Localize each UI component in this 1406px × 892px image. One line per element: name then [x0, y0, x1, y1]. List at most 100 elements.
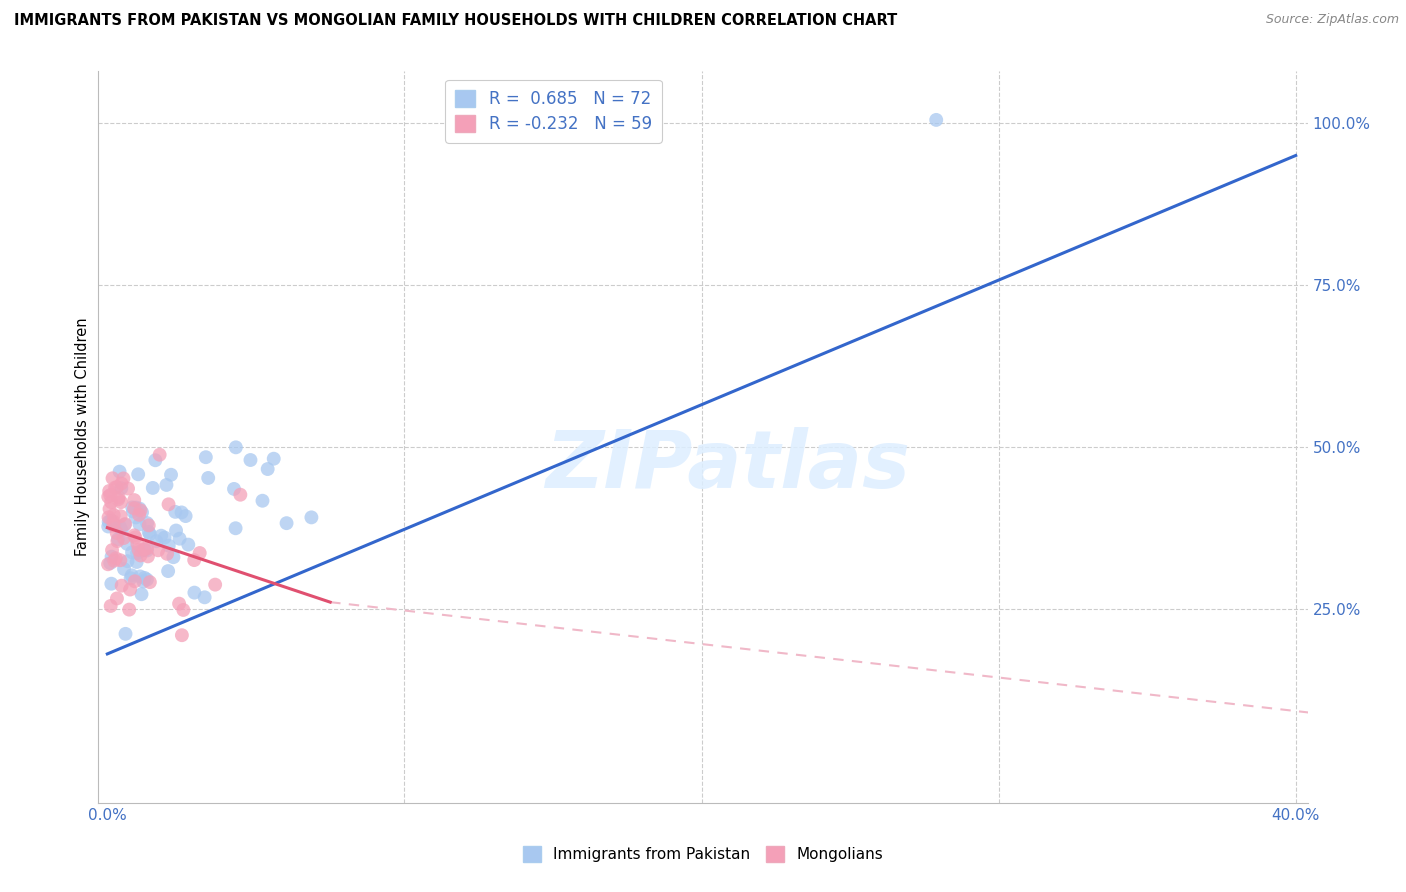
Point [225, 440, 247, 454]
Point [112, 562, 135, 576]
Point [122, 493, 145, 508]
Point [97, 490, 120, 504]
Point [107, 491, 129, 505]
Point [111, 524, 134, 538]
Point [100, 599, 122, 613]
Point [128, 508, 150, 522]
Point [110, 476, 132, 491]
Point [111, 579, 134, 593]
Point [157, 564, 180, 578]
Point [104, 481, 127, 495]
Point [98, 556, 121, 570]
Point [299, 510, 322, 524]
Point [110, 553, 132, 567]
Point [121, 545, 143, 559]
Point [100, 513, 122, 527]
Point [263, 451, 285, 466]
Point [114, 517, 136, 532]
Point [100, 495, 122, 509]
Point [122, 504, 145, 518]
Point [127, 537, 149, 551]
Point [103, 518, 125, 533]
Legend: Immigrants from Pakistan, Mongolians: Immigrants from Pakistan, Mongolians [517, 840, 889, 868]
Point [157, 539, 180, 553]
Point [138, 518, 160, 533]
Point [155, 478, 177, 492]
Point [125, 500, 148, 515]
Point [108, 465, 131, 479]
Point [239, 453, 262, 467]
Point [98, 488, 121, 502]
Point [132, 574, 155, 589]
Point [122, 528, 145, 542]
Text: ZIPatlas: ZIPatlas [544, 427, 910, 506]
Point [114, 627, 136, 641]
Point [98, 502, 121, 516]
Point [183, 585, 205, 599]
Point [105, 480, 128, 494]
Point [165, 524, 187, 538]
Point [125, 510, 148, 524]
Point [121, 568, 143, 582]
Point [107, 532, 129, 546]
Text: Source: ZipAtlas.com: Source: ZipAtlas.com [1265, 13, 1399, 27]
Point [169, 532, 191, 546]
Point [229, 488, 252, 502]
Point [128, 501, 150, 516]
Point [165, 505, 187, 519]
Point [172, 603, 194, 617]
Point [114, 517, 136, 532]
Point [104, 551, 127, 566]
Point [110, 495, 132, 509]
Point [120, 571, 142, 585]
Point [103, 515, 125, 529]
Point [97, 515, 120, 529]
Point [129, 549, 152, 563]
Point [136, 541, 159, 556]
Point [97, 519, 120, 533]
Point [127, 467, 149, 482]
Point [149, 448, 172, 462]
Point [110, 509, 132, 524]
Point [194, 591, 217, 605]
Point [103, 508, 125, 522]
Point [112, 531, 135, 545]
Point [142, 481, 165, 495]
Point [146, 543, 169, 558]
Point [97, 510, 120, 524]
Point [124, 530, 146, 544]
Point [98, 483, 121, 498]
Point [101, 517, 124, 532]
Point [134, 542, 156, 557]
Point [170, 505, 193, 519]
Point [162, 550, 184, 565]
Point [167, 597, 190, 611]
Point [135, 573, 157, 587]
Point [131, 587, 153, 601]
Point [97, 558, 120, 572]
Point [139, 527, 162, 541]
Point [121, 500, 143, 515]
Point [108, 520, 131, 534]
Point [138, 524, 160, 539]
Point [177, 538, 200, 552]
Point [120, 582, 142, 597]
Point [156, 547, 179, 561]
Point [101, 471, 124, 485]
Point [188, 546, 211, 560]
Point [145, 534, 167, 549]
Point [105, 591, 128, 606]
Point [134, 571, 156, 585]
Point [252, 493, 274, 508]
Point [136, 549, 159, 564]
Point [125, 555, 148, 569]
Point [225, 521, 247, 535]
Point [110, 481, 132, 495]
Point [256, 462, 278, 476]
Point [174, 509, 197, 524]
Point [197, 471, 219, 485]
Point [131, 505, 153, 519]
Point [100, 576, 122, 591]
Point [117, 482, 139, 496]
Point [104, 518, 127, 533]
